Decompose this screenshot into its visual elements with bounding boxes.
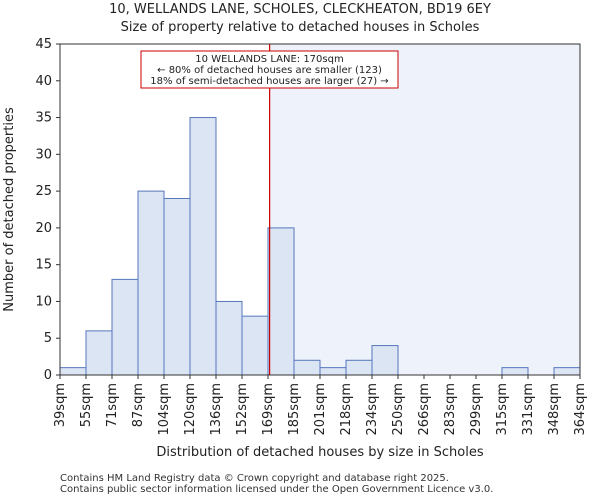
x-tick-label: 55sqm (79, 383, 94, 427)
bar-71sqm (111, 278, 139, 376)
x-tick-label: 104sqm (157, 383, 172, 436)
y-tick-label: 45 (35, 37, 52, 52)
x-tick-label: 39sqm (53, 383, 68, 427)
x-tick-label: 315sqm (495, 383, 510, 436)
x-tick-label: 250sqm (391, 383, 406, 436)
y-tick-label: 15 (35, 258, 52, 273)
annotation-line-1: 10 WELLANDS LANE: 170sqm (195, 54, 343, 65)
y-axis-label: Number of detached properties (2, 107, 17, 312)
bar-348sqm (553, 367, 581, 376)
bar-120sqm (189, 117, 217, 376)
chart-title: 10, WELLANDS LANE, SCHOLES, CLECKHEATON,… (109, 2, 491, 17)
x-tick-label: 87sqm (131, 383, 146, 427)
y-tick-label: 10 (35, 294, 52, 309)
y-tick-label: 20 (35, 221, 52, 236)
y-tick-label: 25 (35, 184, 52, 199)
bar-87sqm (137, 190, 165, 376)
y-tick-label: 0 (44, 368, 52, 383)
x-tick-label: 120sqm (183, 383, 198, 436)
x-tick-label: 71sqm (105, 383, 120, 427)
bar-201sqm (319, 367, 347, 376)
bar-169sqm (267, 227, 295, 376)
footer-line-1: Contains HM Land Registry data © Crown c… (60, 473, 449, 484)
x-tick-label: 331sqm (521, 383, 536, 436)
x-tick-label: 152sqm (235, 383, 250, 436)
footer-line-2: Contains public sector information licen… (60, 484, 494, 495)
chart-subtitle: Size of property relative to detached ho… (120, 20, 480, 35)
x-tick-label: 348sqm (547, 383, 562, 436)
x-tick-label: 169sqm (261, 383, 276, 436)
bar-152sqm (241, 315, 269, 376)
x-tick-label: 283sqm (443, 383, 458, 436)
x-tick-label: 266sqm (417, 383, 432, 436)
annotation-box (140, 50, 399, 89)
bar-218sqm (345, 359, 373, 376)
bar-55sqm (85, 330, 113, 376)
bar-315sqm (501, 367, 529, 376)
annotation-line-3: 18% of semi-detached houses are larger (… (150, 76, 388, 87)
annotation-line-2: ← 80% of detached houses are smaller (12… (157, 65, 382, 76)
x-tick-label: 218sqm (339, 383, 354, 436)
bar-104sqm (163, 197, 191, 376)
y-tick-label: 40 (35, 74, 52, 89)
x-tick-label: 299sqm (469, 383, 484, 436)
x-tick-label: 234sqm (365, 383, 380, 436)
x-axis-label: Distribution of detached houses by size … (156, 445, 483, 460)
x-tick-label: 201sqm (313, 383, 328, 436)
y-tick-label: 35 (35, 111, 52, 126)
x-tick-label: 136sqm (209, 383, 224, 436)
bar-185sqm (293, 359, 321, 376)
bar-136sqm (215, 300, 243, 376)
y-tick-label: 5 (44, 331, 52, 346)
bar-234sqm (371, 345, 399, 376)
larger-region-shading (269, 44, 580, 375)
x-tick-label: 185sqm (287, 383, 302, 436)
x-tick-label: 364sqm (573, 383, 588, 436)
y-tick-label: 30 (35, 147, 52, 162)
bar-39sqm (59, 367, 87, 376)
